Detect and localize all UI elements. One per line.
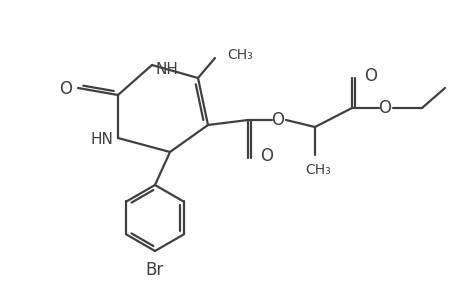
Text: O: O <box>59 80 73 98</box>
Text: Br: Br <box>146 261 164 279</box>
Text: O: O <box>259 147 272 165</box>
Text: O: O <box>378 99 391 117</box>
Text: O: O <box>363 67 376 85</box>
Text: HN: HN <box>90 131 113 146</box>
Text: NH: NH <box>156 62 179 77</box>
Text: CH₃: CH₃ <box>304 163 330 177</box>
Text: O: O <box>271 111 284 129</box>
Text: CH₃: CH₃ <box>226 48 252 62</box>
